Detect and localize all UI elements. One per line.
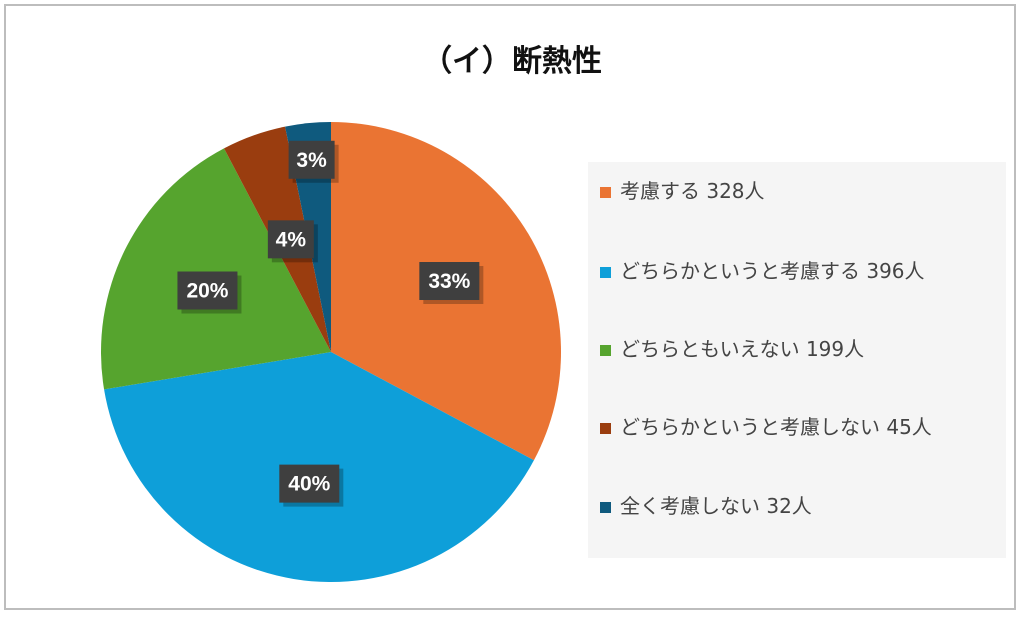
legend-label: 考慮する 328人	[620, 179, 765, 203]
legend-label: どちらともいえない 199人	[620, 337, 865, 361]
data-label-text: 40%	[288, 473, 330, 496]
pie-slice	[101, 148, 331, 390]
legend-label: どちらかというと考慮しない 45人	[620, 415, 932, 439]
data-label-text: 33%	[428, 270, 470, 293]
legend-swatch	[600, 502, 611, 513]
chart-title: （イ）断熱性	[422, 44, 602, 79]
legend: 考慮する 328人 どちらかというと考慮する 396人 どちらともいえない 19…	[588, 162, 1006, 558]
legend-swatch	[600, 267, 611, 278]
data-label: 33%	[419, 262, 484, 305]
data-label: 3%	[288, 140, 339, 183]
data-label-text: 4%	[276, 228, 307, 251]
legend-label: 全く考慮しない 32人	[620, 494, 812, 518]
legend-swatch	[600, 423, 611, 434]
data-label-text: 20%	[186, 280, 228, 303]
legend-swatch	[600, 345, 611, 356]
legend-swatch	[600, 187, 611, 198]
data-label-text: 3%	[296, 149, 327, 172]
data-label: 20%	[177, 271, 242, 314]
data-label: 40%	[279, 464, 344, 507]
legend-label: どちらかというと考慮する 396人	[620, 259, 925, 283]
data-label: 4%	[267, 220, 318, 263]
